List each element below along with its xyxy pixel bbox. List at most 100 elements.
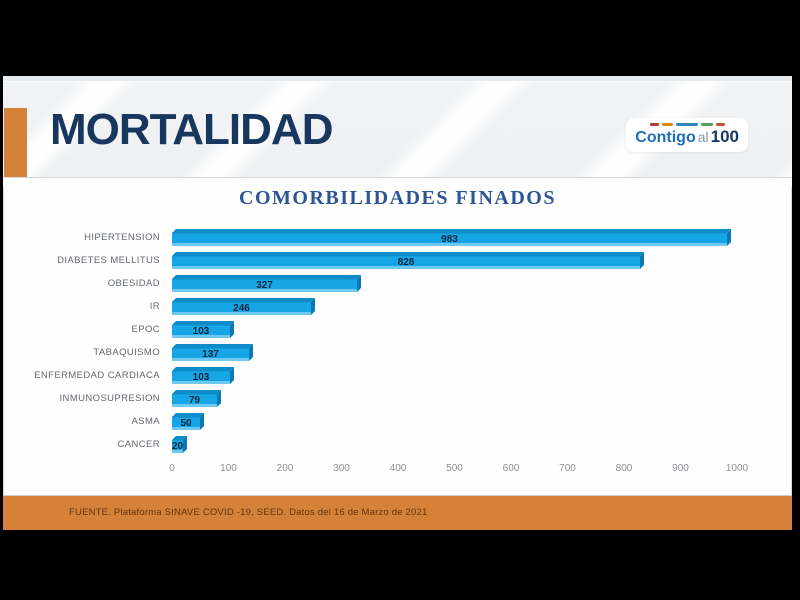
category-label: INMUNOSUPRESION	[59, 393, 160, 404]
bar-top-face	[172, 229, 731, 233]
x-axis-tick-label: 300	[333, 463, 350, 474]
bar-row: EPOC 103	[4, 318, 791, 341]
bar-value-label: 103	[192, 372, 210, 383]
bar-side-face	[217, 390, 221, 407]
header-top-strip	[3, 76, 792, 82]
x-axis: 0 100 200 300 400 500 600 700 800 900 1000	[169, 456, 791, 480]
bar-top-face	[172, 298, 315, 302]
category-label: TABAQUISMO	[93, 347, 160, 358]
bar-top-face	[172, 321, 234, 325]
bar-value-label: 327	[256, 280, 273, 291]
bar-track: 79	[172, 387, 791, 410]
bar-row: ENFERMEDAD CARDIACA 103	[4, 364, 791, 387]
bar-side-face	[183, 436, 187, 453]
bar: 828	[172, 256, 640, 269]
logo-word-contigo: Contigo	[635, 129, 696, 146]
bar: 137	[172, 348, 249, 361]
logo-dash	[661, 123, 673, 126]
chart-title: COMORBILIDADES FINADOS	[239, 187, 556, 209]
category-label: OBESIDAD	[107, 278, 160, 289]
page-title: MORTALIDAD	[50, 105, 333, 154]
bar-side-face	[249, 344, 253, 361]
bar-top-face	[172, 344, 253, 348]
bar-row: INMUNOSUPRESION 79	[4, 387, 791, 410]
bar-side-face	[200, 413, 204, 430]
bar-top-face	[172, 413, 204, 417]
bar: 327	[172, 279, 357, 292]
category-label: HIPERTENSION	[84, 232, 160, 243]
bar: 50	[172, 417, 200, 430]
bar-side-face	[727, 229, 731, 246]
bar-track: 103	[172, 318, 791, 341]
logo-word-100: 100	[710, 127, 739, 146]
bar-track: 50	[172, 410, 791, 433]
logo-word-al: al	[697, 129, 709, 145]
bar-track: 246	[172, 295, 791, 318]
x-axis-tick-label: 800	[615, 463, 633, 474]
bar-track: 137	[172, 341, 791, 364]
presentation-slide: MORTALIDAD Contigo al 100 COMORBILIDADES F…	[3, 76, 792, 530]
bar-row: CANCER 20	[4, 433, 791, 456]
logo-text: Contigo al 100	[635, 128, 739, 146]
bar: 103	[172, 371, 230, 384]
x-axis-tick-label: 700	[559, 463, 576, 474]
bar-track: 327	[172, 272, 791, 295]
logo-dash	[649, 123, 659, 126]
bar-track: 103	[172, 364, 791, 387]
bar-side-face	[230, 321, 234, 338]
x-axis-tick-label: 900	[672, 463, 689, 474]
category-label: DIABETES MELLITUS	[57, 255, 160, 266]
bar-top-face	[172, 252, 644, 256]
bar-row: ASMA 50	[4, 410, 791, 433]
x-axis-tick-label: 0	[169, 463, 175, 474]
bar-row: HIPERTENSION 983	[4, 226, 791, 249]
x-axis-tick-label: 100	[220, 463, 237, 474]
bar-top-face	[172, 390, 221, 394]
category-label: EPOC	[131, 324, 160, 335]
bar: 246	[172, 302, 311, 315]
bar: 983	[172, 233, 727, 246]
bar-row: OBESIDAD 327	[4, 272, 791, 295]
bar: 103	[172, 325, 230, 338]
bar-value-label: 103	[192, 326, 210, 337]
contigo-al-100-logo: Contigo al 100	[626, 118, 748, 152]
x-axis-tick-label: 500	[446, 463, 463, 474]
bar-side-face	[640, 252, 644, 269]
bar-side-face	[230, 367, 234, 384]
category-label: ASMA	[131, 416, 160, 427]
bar-side-face	[311, 298, 315, 315]
bar-value-label: 79	[188, 395, 201, 406]
x-axis-tick-label: 400	[389, 463, 407, 474]
bar-value-label: 50	[180, 418, 192, 429]
bar-top-face	[172, 367, 234, 371]
bar-value-label: 246	[233, 303, 250, 314]
bar-row: DIABETES MELLITUS 828	[4, 249, 791, 272]
bar-row: IR 246	[4, 295, 791, 318]
bar-value-label: 137	[202, 349, 219, 360]
category-label: CANCER	[117, 439, 160, 450]
bar-track: 983	[172, 226, 791, 249]
logo-dash	[715, 123, 725, 126]
bar-side-face	[357, 275, 361, 292]
category-label: ENFERMEDAD CARDIACA	[34, 370, 160, 381]
plot-area: HIPERTENSION 983 DIABETES MELLITUS 828 OBESI…	[4, 226, 791, 456]
source-text: FUENTE. Plataforma SINAVE COVID -19, SEE…	[69, 507, 428, 518]
bar: 79	[172, 394, 217, 407]
bar-top-face	[172, 436, 187, 440]
bar-track: 20	[172, 433, 791, 456]
x-axis-tick-label: 200	[276, 463, 294, 474]
logo-dash	[700, 123, 713, 126]
x-axis-tick-label: 600	[502, 463, 520, 474]
orange-accent-block	[4, 108, 27, 177]
logo-dash	[675, 123, 698, 126]
bar-row: TABAQUISMO 137	[4, 341, 791, 364]
bar-track: 828	[172, 249, 791, 272]
category-label: IR	[149, 301, 160, 312]
bar-chart: COMORBILIDADES FINADOS HIPERTENSION 983 DI…	[3, 187, 792, 495]
bar-value-label: 828	[397, 257, 415, 268]
bar-value-label: 20	[172, 441, 184, 452]
logo-dashes-icon	[635, 123, 739, 126]
slide-header: MORTALIDAD Contigo al 100	[3, 76, 792, 178]
bar-top-face	[172, 275, 361, 279]
